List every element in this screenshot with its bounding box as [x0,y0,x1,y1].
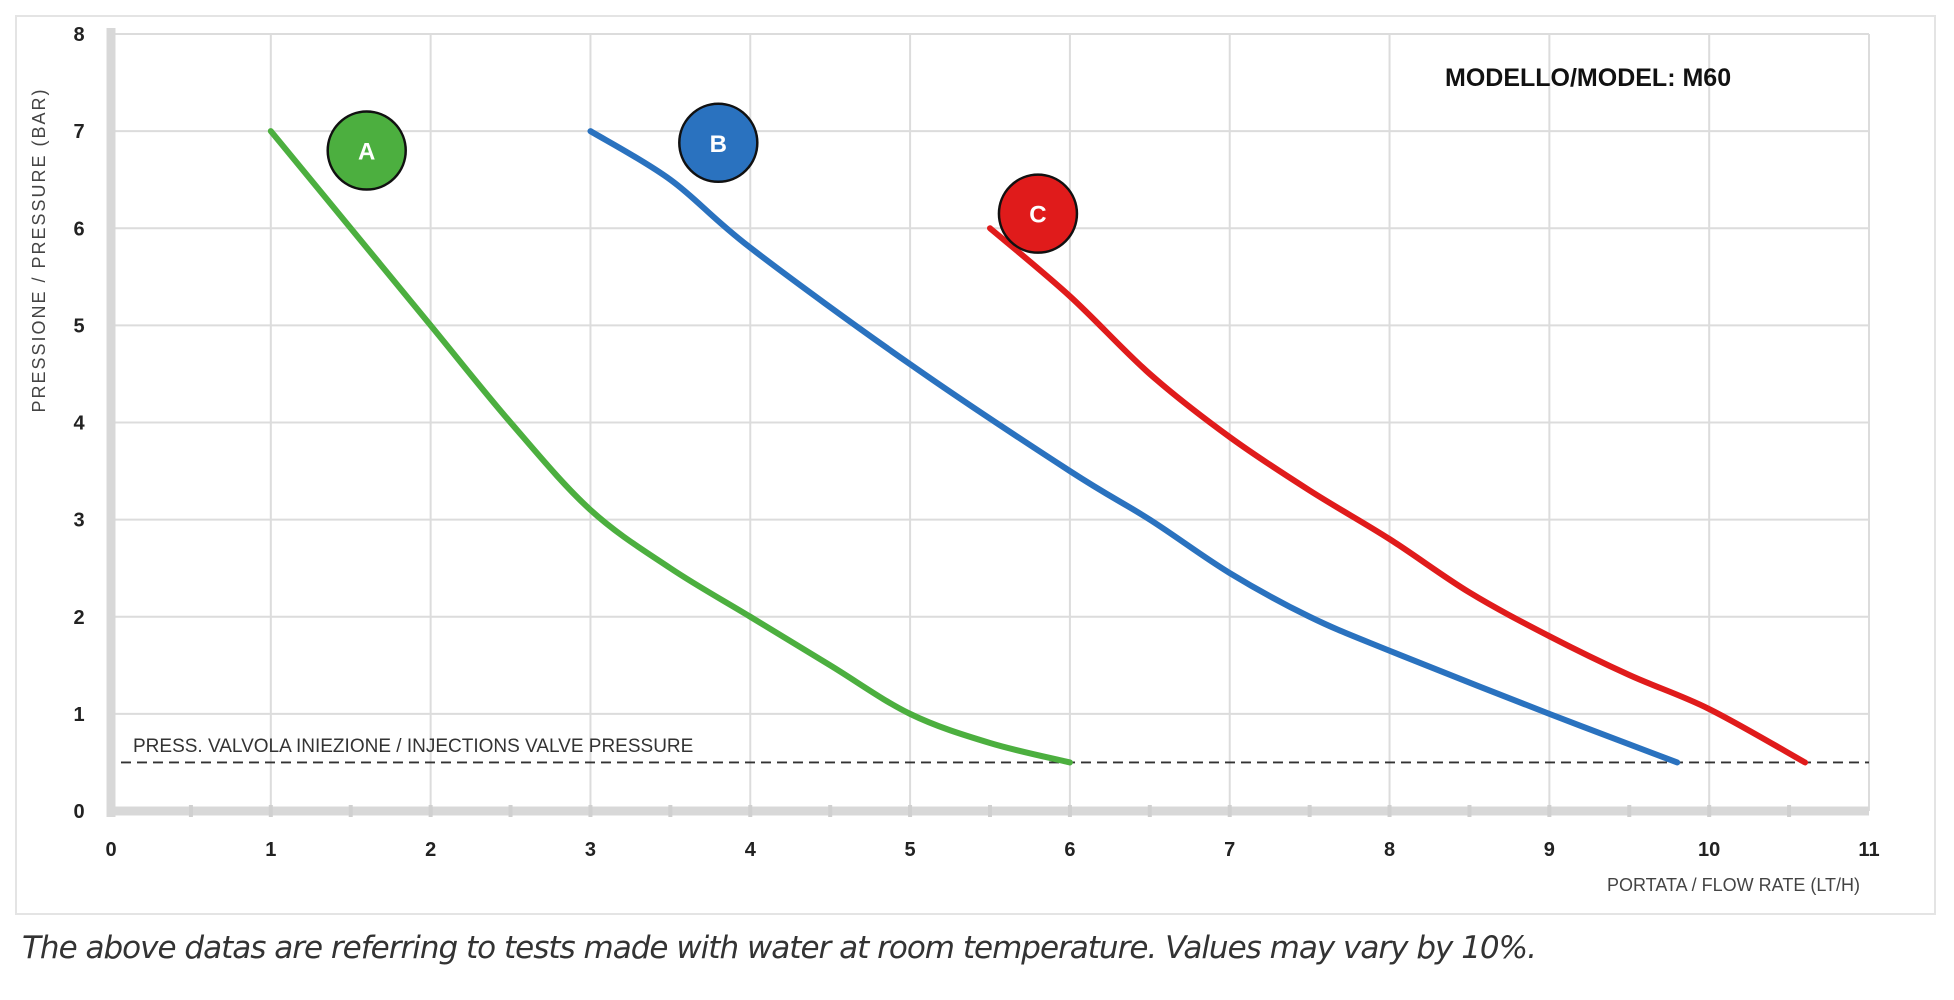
x-tick-label: 0 [105,839,116,861]
y-tick-label: 6 [73,218,84,240]
x-tick-label: 9 [1544,839,1555,861]
x-tick-label: 7 [1224,839,1235,861]
series-labels: A B C [326,102,1079,254]
chart-title: MODELLO/MODEL: M60 [1445,64,1731,92]
x-tick-label: 11 [1858,839,1879,861]
x-axis-label: PORTATA / FLOW RATE (LT/H) [1607,875,1860,895]
y-tick-label: 3 [73,510,84,532]
series-line-c [987,225,1809,766]
series-line-b [587,128,1681,766]
x-tick-label: 3 [585,839,596,861]
series-badge-label: B [710,131,727,158]
x-tick-label: 8 [1384,839,1395,861]
x-tick-label: 6 [1064,839,1075,861]
y-tick-label: 1 [73,704,84,726]
x-tick-label: 5 [905,839,916,861]
flow-pressure-chart: 0 1 2 3 4 5 6 7 8 9 10 11 0 1 2 3 4 5 6 7 8 A B C MODELLO/MODE… [29,24,1880,895]
tick-labels: 0 1 2 3 4 5 6 7 8 9 10 11 0 1 2 3 4 5 6 7 8 [73,24,1879,861]
series-lines [267,128,1809,766]
y-tick-label: 0 [73,801,84,823]
grid [111,33,1870,811]
series-badge-b [678,102,759,184]
x-tick-label: 10 [1698,839,1720,861]
y-tick-label: 2 [73,607,84,629]
x-tick-label: 2 [425,839,436,861]
reference-line-label: PRESS. VALVOLA INIEZIONE / INJECTIONS VA… [133,736,693,757]
y-tick-label: 4 [73,413,85,435]
y-tick-label: 8 [73,24,84,46]
series-line-a [267,128,1073,766]
x-tick-label: 1 [265,839,276,861]
y-tick-label: 7 [73,121,84,143]
caption: The above datas are referring to tests m… [22,930,1537,966]
series-badge-a [326,110,407,191]
x-tick-label: 4 [745,839,757,861]
y-tick-label: 5 [73,315,84,337]
chart-frame [15,15,1936,915]
series-badge-label: A [358,139,375,166]
series-badge-label: C [1029,202,1046,229]
axes [106,28,1869,817]
series-badge-c [997,173,1079,254]
y-axis-label: PRESSIONE / PRESSURE (BAR) [29,87,49,412]
